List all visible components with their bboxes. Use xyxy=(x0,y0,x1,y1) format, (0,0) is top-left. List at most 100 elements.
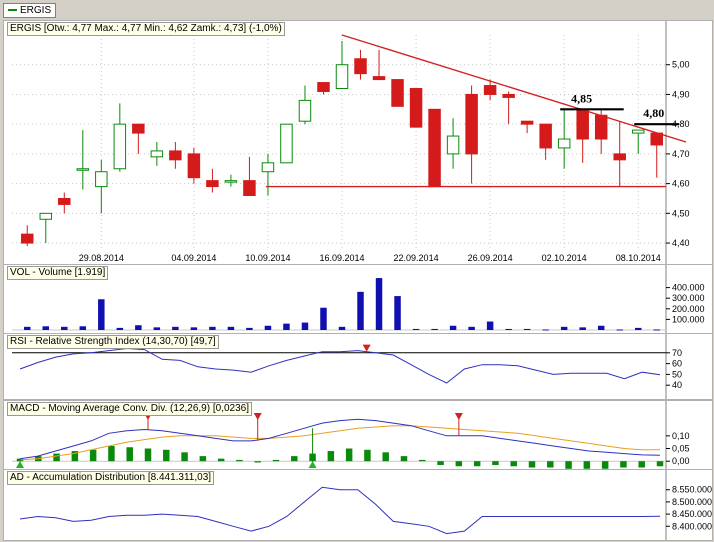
histogram-bar xyxy=(144,448,152,462)
candle-body xyxy=(576,108,589,140)
volume-bar xyxy=(172,326,179,330)
x-tick-label: 08.10.2014 xyxy=(616,253,661,263)
volume-bar xyxy=(42,326,50,330)
x-tick-label: 22.09.2014 xyxy=(394,253,439,263)
histogram-bar xyxy=(272,459,280,462)
y-tick-label: 100.000 xyxy=(672,314,705,324)
histogram-bar xyxy=(419,459,426,462)
y-tick-label: 8.500.000 xyxy=(672,497,712,507)
candle-body xyxy=(187,153,201,179)
ad-panel: 8.550.000 8.500.000 8.450.000 8.400.000 AD … xyxy=(3,469,713,541)
histogram-bar xyxy=(528,461,536,468)
histogram-bar xyxy=(291,456,298,462)
histogram-bar xyxy=(71,451,79,462)
candle-body xyxy=(21,233,34,244)
volume-legend: VOL - Volume [1.919] xyxy=(7,266,109,280)
y-tick-label: 8.450.000 xyxy=(672,509,712,519)
volume-bar xyxy=(505,328,512,330)
histogram-bar xyxy=(601,461,609,469)
volume-bar xyxy=(523,328,531,330)
candle-body xyxy=(428,108,441,188)
rsi-panel: 70 60 50 40 RSI - Relative Strength Index (… xyxy=(3,333,713,400)
y-tick-label: 40 xyxy=(672,380,682,390)
annotation-label: 4,80 xyxy=(643,106,664,120)
candle-body xyxy=(243,180,256,196)
volume-bar xyxy=(486,321,494,330)
histogram-bar xyxy=(620,461,627,468)
histogram-bar xyxy=(364,449,371,462)
candle-body xyxy=(261,162,275,173)
volume-bar xyxy=(579,327,586,330)
volume-bar xyxy=(135,325,142,330)
histogram-bar xyxy=(455,461,463,467)
volume-bar xyxy=(79,326,87,330)
ad-legend: AD - Accumulation Distribution [8.441.31… xyxy=(7,471,215,485)
volume-bar xyxy=(634,327,642,330)
signal-line xyxy=(19,425,660,461)
volume-bar xyxy=(209,326,216,330)
volume-bar xyxy=(190,327,198,330)
ticker-tab[interactable]: ERGIS xyxy=(3,3,57,18)
volume-bar xyxy=(264,325,272,330)
histogram-bar xyxy=(163,449,170,462)
volume-bar xyxy=(116,327,124,330)
y-tick-label: 200.000 xyxy=(672,304,705,314)
x-tick-label: 16.09.2014 xyxy=(319,253,364,263)
candle-body xyxy=(335,64,349,89)
volume-bar xyxy=(653,329,660,331)
volume-bar xyxy=(320,307,327,330)
histogram-bar xyxy=(473,461,481,467)
histogram-bar xyxy=(510,461,517,467)
volume-bar xyxy=(412,328,420,330)
y-tick-label: 4,70 xyxy=(672,149,690,159)
volume-bar xyxy=(616,329,623,331)
histogram-bar xyxy=(89,449,97,462)
ad-chart[interactable]: 8.550.000 8.500.000 8.450.000 8.400.000 xyxy=(4,470,712,540)
rsi-legend: RSI - Relative Strength Index (14,30,70)… xyxy=(7,335,219,349)
volume-bar xyxy=(597,325,605,330)
candle-body xyxy=(465,93,478,155)
volume-bar xyxy=(542,329,549,331)
candle-body xyxy=(150,150,164,158)
candle-body xyxy=(594,114,608,140)
volume-bar xyxy=(98,299,105,330)
volume-bar xyxy=(449,325,457,330)
y-tick-label: 8.400.000 xyxy=(672,521,712,531)
macd-line xyxy=(19,418,661,460)
histogram-bar xyxy=(583,461,591,469)
histogram-bar xyxy=(108,445,115,462)
y-tick-label: 400.000 xyxy=(672,283,705,293)
y-tick-label: 8.550.000 xyxy=(672,485,712,495)
histogram-bar xyxy=(547,461,554,468)
candle-body xyxy=(483,85,497,95)
volume-bar xyxy=(24,326,31,330)
y-tick-label: 0,05 xyxy=(672,444,690,454)
rsi-line xyxy=(19,347,661,384)
candle-body xyxy=(409,88,423,128)
candle-body xyxy=(613,153,626,161)
ticker-label: ERGIS xyxy=(20,5,52,16)
histogram-bar xyxy=(638,461,645,468)
volume-bar xyxy=(153,327,161,330)
histogram-bar xyxy=(400,456,408,462)
macd-legend: MACD - Moving Average Conv. Div. (12,26,… xyxy=(7,402,252,416)
sell-signal-marker xyxy=(454,413,463,420)
x-tick-label: 04.09.2014 xyxy=(171,253,216,263)
histogram-bar xyxy=(565,461,572,469)
y-tick-label: 70 xyxy=(672,348,682,358)
candle-body xyxy=(354,58,367,75)
histogram-bar xyxy=(126,447,133,462)
trend-line xyxy=(341,34,687,143)
y-tick-label: 0,00 xyxy=(672,456,690,466)
x-tick-label: 10.09.2014 xyxy=(245,253,290,263)
price-chart[interactable]: 5,00 4,90 4,80 4,70 4,60 4,50 4,40 29.08.2014 04… xyxy=(4,21,712,264)
macd-chart[interactable]: 0,10 0,05 0,00 xyxy=(4,401,712,469)
candle-body xyxy=(95,171,108,188)
volume-bar xyxy=(394,296,401,330)
candle-body xyxy=(557,138,571,149)
y-tick-label: 300.000 xyxy=(672,293,705,303)
price-legend: ERGIS [Otw.: 4,77 Max.: 4,77 Min.: 4,62 … xyxy=(7,22,285,36)
candle-body xyxy=(446,135,460,155)
